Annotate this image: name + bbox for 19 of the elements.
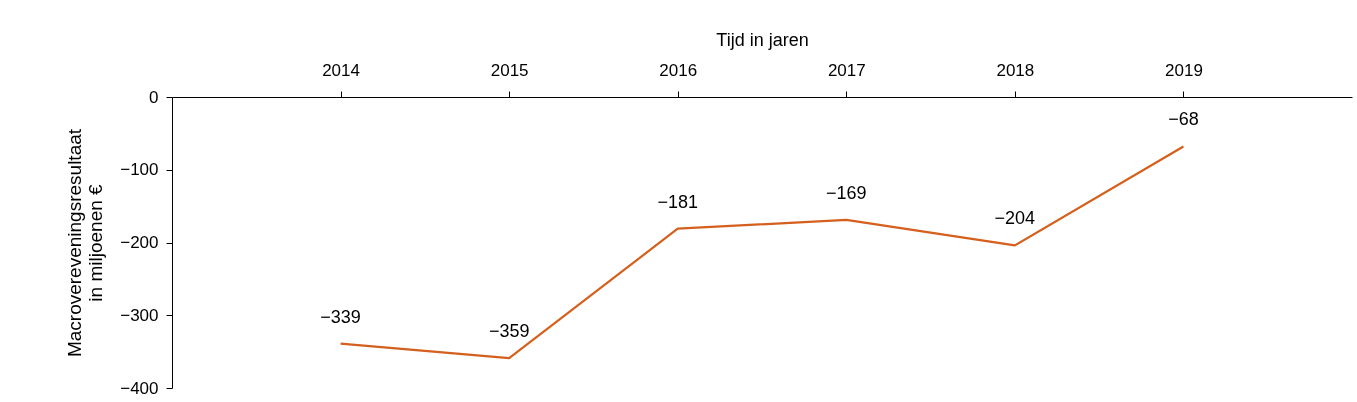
y-tick-label: −400 (120, 378, 159, 398)
x-tick-label: 2014 (322, 60, 360, 80)
y-tick-label: −100 (120, 160, 159, 180)
y-axis-title: Macrovereveningsresultaat in miljoenen € (64, 128, 107, 358)
x-tick-label: 2015 (490, 60, 529, 80)
x-tick-label: 2016 (659, 60, 698, 80)
y-tick-label: −300 (120, 305, 159, 325)
y-tick-label: −200 (120, 233, 159, 252)
data-label: −339 (320, 306, 361, 327)
data-label: −359 (488, 321, 530, 342)
x-axis-title: Tijd in jaren (716, 29, 809, 50)
data-label: −68 (1168, 109, 1199, 130)
x-tick-label: 2018 (996, 60, 1035, 80)
x-tick-label: 2019 (1165, 60, 1203, 80)
data-label: −181 (657, 191, 698, 212)
y-tick-label: 0 (149, 87, 159, 107)
x-tick-label: 2017 (827, 60, 866, 80)
data-label: −169 (826, 182, 867, 203)
data-label: −204 (994, 208, 1036, 229)
